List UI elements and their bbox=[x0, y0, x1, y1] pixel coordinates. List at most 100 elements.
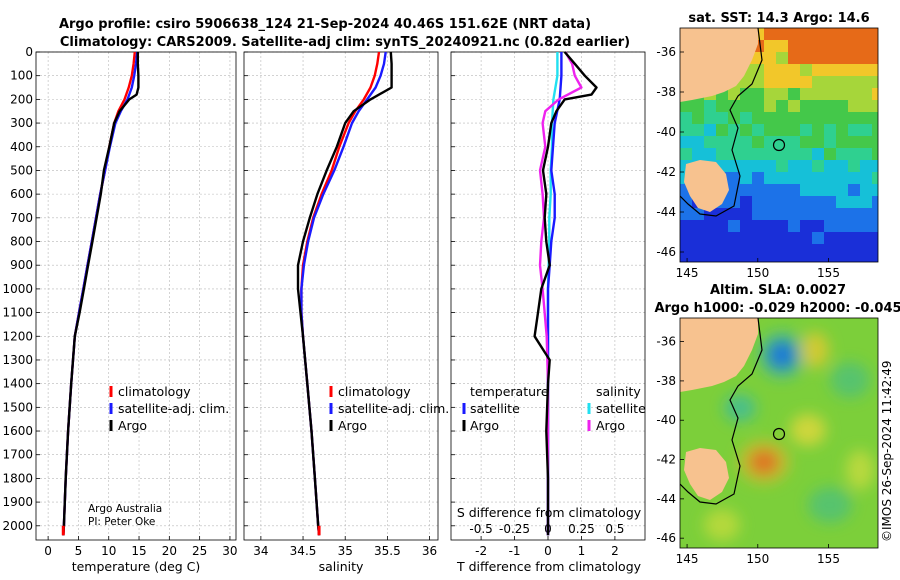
sla-map-ticks: 145 150 155 -36 -38 -40 -42 -44 -46 bbox=[656, 335, 840, 566]
sst-cell bbox=[752, 124, 765, 137]
sla-low-south bbox=[808, 487, 852, 523]
sst-cell bbox=[824, 220, 837, 233]
sst-cell bbox=[848, 208, 861, 221]
sst-cell bbox=[848, 172, 861, 185]
sst-cell bbox=[872, 40, 878, 53]
sla-map-title-line1: Altim. SLA: 0.0027 bbox=[710, 283, 846, 298]
sst-cell bbox=[800, 88, 813, 101]
sst-cell bbox=[836, 208, 849, 221]
sst-cell bbox=[848, 112, 861, 125]
sst-cell bbox=[752, 136, 765, 149]
sst-cell bbox=[776, 40, 789, 53]
sst-cell bbox=[680, 244, 693, 257]
sst-cell bbox=[764, 220, 777, 233]
sst-cell bbox=[824, 40, 837, 53]
sst-cell bbox=[860, 208, 873, 221]
sst-cell bbox=[788, 112, 801, 125]
sst-cell bbox=[800, 208, 813, 221]
sst-cell bbox=[728, 232, 741, 245]
sst-cell bbox=[680, 148, 693, 161]
sst-cell bbox=[836, 52, 849, 65]
s-difference-tick-label: -0.25 bbox=[499, 522, 530, 536]
legend-label-argo: Argo bbox=[118, 418, 147, 433]
sst-cell bbox=[800, 160, 813, 173]
sst-cell bbox=[860, 136, 873, 149]
legend-title-salinity: salinity bbox=[596, 384, 641, 399]
sst-cell bbox=[752, 100, 765, 113]
sst-cell bbox=[740, 172, 753, 185]
sst-cell bbox=[728, 220, 741, 233]
sst-cell bbox=[764, 148, 777, 161]
sst-cell bbox=[764, 244, 777, 257]
sst-cell bbox=[752, 76, 765, 89]
sst-cell bbox=[800, 148, 813, 161]
sst-cell bbox=[692, 256, 705, 262]
sst-cell bbox=[836, 256, 849, 262]
diff-series-salinity-satellite bbox=[546, 52, 559, 536]
sst-cell bbox=[788, 28, 801, 41]
temp-series-satellite-adj-clim- bbox=[62, 51, 139, 536]
sst-cell bbox=[872, 28, 878, 41]
sst-cell bbox=[680, 220, 693, 233]
sst-cell bbox=[836, 28, 849, 41]
sst-cell bbox=[776, 160, 789, 173]
sst-cell bbox=[788, 124, 801, 137]
sst-cell bbox=[752, 172, 765, 185]
sst-cell bbox=[692, 244, 705, 257]
salinity-panel: 34 34.5 35 35.5 36 bbox=[243, 51, 439, 558]
sst-cell bbox=[788, 88, 801, 101]
sst-cell bbox=[812, 112, 825, 125]
sst-cell bbox=[764, 208, 777, 221]
sst-cell bbox=[692, 148, 705, 161]
sst-cell bbox=[704, 232, 717, 245]
sst-cell bbox=[848, 244, 861, 257]
sst-map-ticks: 145 150 155 -36 -38 -40 -42 -44 -46 bbox=[656, 45, 840, 280]
sst-cell bbox=[728, 100, 741, 113]
sst-cell bbox=[800, 184, 813, 197]
sst-cell bbox=[788, 76, 801, 89]
sst-cell bbox=[704, 220, 717, 233]
sst-cell bbox=[728, 172, 741, 185]
sla-low-west bbox=[724, 394, 756, 422]
sst-cell bbox=[872, 208, 878, 221]
sst-cell bbox=[872, 256, 878, 262]
sst-cell bbox=[800, 244, 813, 257]
sst-cell bbox=[836, 148, 849, 161]
sst-cell bbox=[848, 88, 861, 101]
depth-tick-label: 1400 bbox=[2, 377, 33, 391]
sst-cell bbox=[812, 220, 825, 233]
legend-label-climatology: climatology bbox=[118, 384, 191, 399]
sst-cell bbox=[812, 244, 825, 257]
sst-cell bbox=[788, 232, 801, 245]
temp-xtick-label: 25 bbox=[192, 544, 207, 558]
sst-cell bbox=[872, 244, 878, 257]
sst-cell bbox=[872, 160, 878, 173]
sst-cell bbox=[764, 52, 777, 65]
sst-cell bbox=[848, 52, 861, 65]
sst-cell bbox=[776, 88, 789, 101]
sst-cell bbox=[860, 256, 873, 262]
map-latitude-label: -42 bbox=[656, 453, 676, 467]
sst-cell bbox=[872, 112, 878, 125]
sst-cell bbox=[776, 172, 789, 185]
sst-cell bbox=[788, 220, 801, 233]
sst-cell bbox=[836, 232, 849, 245]
sst-cell bbox=[836, 40, 849, 53]
sla-low-east bbox=[830, 362, 870, 398]
sst-cell bbox=[872, 76, 878, 89]
sst-cell bbox=[872, 52, 878, 65]
map-latitude-label: -46 bbox=[656, 245, 676, 259]
sst-cell bbox=[764, 172, 777, 185]
sst-cell bbox=[740, 256, 753, 262]
sst-cell bbox=[824, 52, 837, 65]
sst-cell bbox=[752, 112, 765, 125]
sst-cell bbox=[764, 124, 777, 137]
sst-cell bbox=[776, 184, 789, 197]
sst-cell bbox=[824, 100, 837, 113]
sst-cell bbox=[860, 76, 873, 89]
temp-xtick-label: 20 bbox=[162, 544, 177, 558]
map-longitude-label: 155 bbox=[817, 552, 840, 566]
timestamp: ©IMOS 26-Sep-2024 11:42:49 bbox=[880, 360, 894, 542]
sst-cell bbox=[800, 28, 813, 41]
sst-cell bbox=[764, 112, 777, 125]
